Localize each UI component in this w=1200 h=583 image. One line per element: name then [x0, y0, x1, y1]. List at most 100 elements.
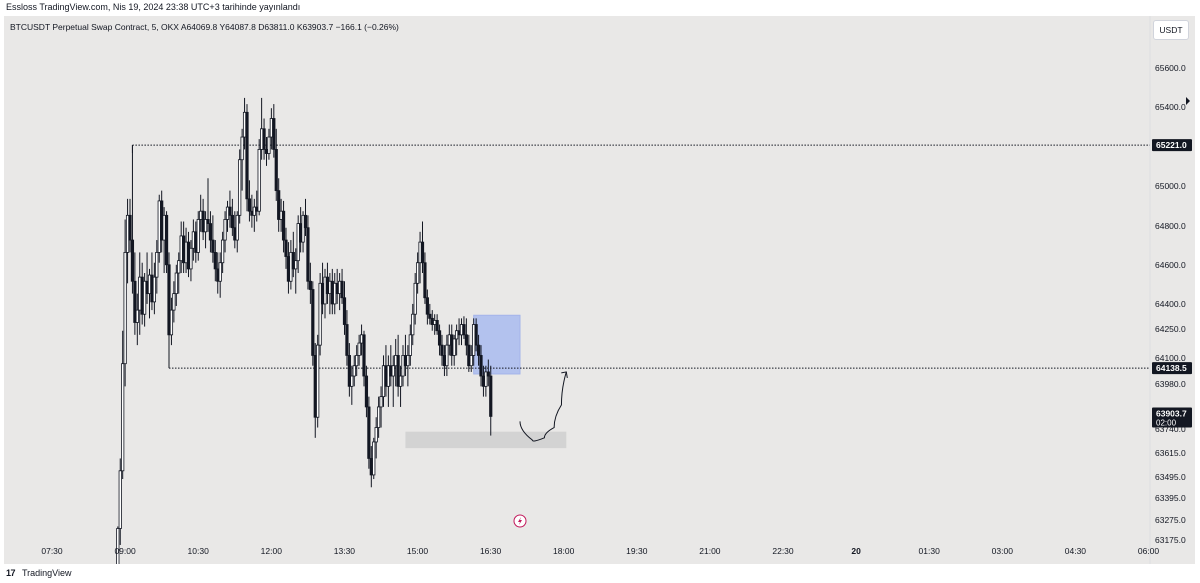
candle-body [413, 282, 417, 315]
tradingview-logo-icon[interactable]: 17 [6, 568, 16, 578]
candle-body [318, 282, 322, 346]
candle-body [345, 324, 349, 356]
tradingview-brand[interactable]: TradingView [22, 568, 72, 578]
candle-body [272, 118, 276, 150]
time-tick-label: 21:00 [699, 546, 721, 556]
candle-body [135, 309, 139, 323]
candle-body [362, 334, 366, 377]
candle-body [203, 219, 208, 233]
time-tick-label: 07:30 [41, 546, 63, 556]
candle-body [372, 441, 376, 476]
time-tick-label: 12:00 [261, 546, 283, 556]
price-tick-label: 63980.0 [1155, 379, 1186, 389]
level-price-label: 65221.0 [1156, 140, 1187, 150]
currency-button[interactable]: USDT [1153, 20, 1189, 40]
time-tick-label: 03:00 [992, 546, 1014, 556]
candle-body [228, 206, 232, 216]
candle-body [133, 280, 137, 323]
candle-body [247, 198, 252, 212]
price-tick-label: 63395.0 [1155, 493, 1186, 503]
candle-body [350, 375, 354, 387]
candle-body [374, 427, 378, 443]
candle-body [123, 252, 127, 365]
candle-body [303, 214, 308, 229]
candle-body [274, 149, 278, 192]
candle-body [152, 276, 156, 303]
time-tick-label: 19:30 [626, 546, 648, 556]
time-axis: 07:30 09:00 10:30 12:00 13:30 15:00 16:30 18:00… [41, 546, 1159, 556]
time-tick-label: 09:00 [114, 546, 136, 556]
projection-layer [513, 371, 568, 528]
countdown-label: 02:00 [1156, 418, 1177, 427]
candle-body [223, 219, 227, 241]
candle-body [206, 219, 210, 224]
footer: 17 TradingView [0, 564, 1200, 583]
candle-body [347, 355, 351, 387]
publish-header: Essloss TradingView.com, Nis 19, 2024 23… [0, 0, 1200, 16]
candle-body [311, 289, 315, 356]
candle-body [196, 219, 200, 253]
candle-body [172, 293, 176, 311]
candle-body [211, 239, 215, 253]
time-tick-label: 01:30 [919, 546, 941, 556]
candle-body [240, 136, 244, 161]
candle-body [230, 214, 234, 229]
candle-body [355, 355, 359, 367]
candle-body [130, 239, 135, 282]
candle-body [257, 149, 261, 212]
candle-body [340, 280, 344, 299]
time-tick-label: 18:00 [553, 546, 575, 556]
candle-body [308, 280, 312, 290]
candle-body [143, 280, 147, 315]
candle-body [281, 210, 286, 241]
candle-body [452, 338, 456, 356]
price-axis: 65600.0 65400.0 65000.0 64800.0 64600.0 64400… [1149, 16, 1192, 564]
candle-body [406, 355, 410, 367]
candle-body [445, 344, 449, 367]
price-tick-label: 65000.0 [1155, 181, 1186, 191]
price-tick-label: 64250.0 [1155, 324, 1186, 334]
candlestick-chart[interactable]: 65221.0 64138.5 65600.0 65400.0 65000.0 6480… [4, 16, 1195, 564]
price-tick-label: 63615.0 [1155, 448, 1186, 458]
scroll-right-icon [1186, 97, 1190, 105]
candle-body [238, 159, 242, 216]
candle-body [284, 239, 288, 257]
candle-body [167, 264, 171, 336]
candle-body [423, 262, 427, 299]
candle-body [425, 297, 429, 315]
time-tick-label: 20 [851, 546, 861, 556]
time-tick-label: 04:30 [1065, 546, 1087, 556]
candle-body [398, 375, 403, 387]
candle-body [437, 330, 442, 346]
level-price-label: 64138.5 [1156, 363, 1187, 373]
candle-body [218, 262, 222, 282]
price-tick-label: 64100.0 [1155, 353, 1186, 363]
candle-body [408, 334, 412, 356]
candle-body [464, 334, 468, 346]
candle-body [435, 320, 439, 332]
symbol-info: BTCUSDT Perpetual Swap Contract, 5, OKX … [10, 22, 399, 32]
candle-body [428, 313, 432, 319]
candle-body [391, 365, 395, 377]
projection-path [519, 371, 567, 442]
candle-body [174, 272, 178, 295]
candle-body [235, 214, 239, 241]
price-tick-label: 63275.0 [1155, 515, 1186, 525]
level-price-tag [1152, 139, 1192, 152]
level-price-tag [1152, 362, 1192, 375]
price-tick-label: 65600.0 [1155, 63, 1186, 73]
price-tick-label: 65400.0 [1155, 102, 1186, 112]
candle-body [177, 260, 181, 274]
chart-area[interactable]: 65221.0 64138.5 65600.0 65400.0 65000.0 6480… [4, 16, 1195, 564]
candle-body [484, 371, 488, 387]
candle-body [379, 396, 383, 408]
candle-body [245, 111, 249, 200]
candle-body [262, 128, 266, 150]
gray-box [405, 431, 567, 449]
candle-body [189, 247, 193, 270]
candles-layer [116, 97, 493, 564]
price-tick-label: 63495.0 [1155, 472, 1186, 482]
candle-body [277, 190, 281, 220]
candle-body [377, 406, 381, 428]
candle-body [489, 375, 493, 417]
